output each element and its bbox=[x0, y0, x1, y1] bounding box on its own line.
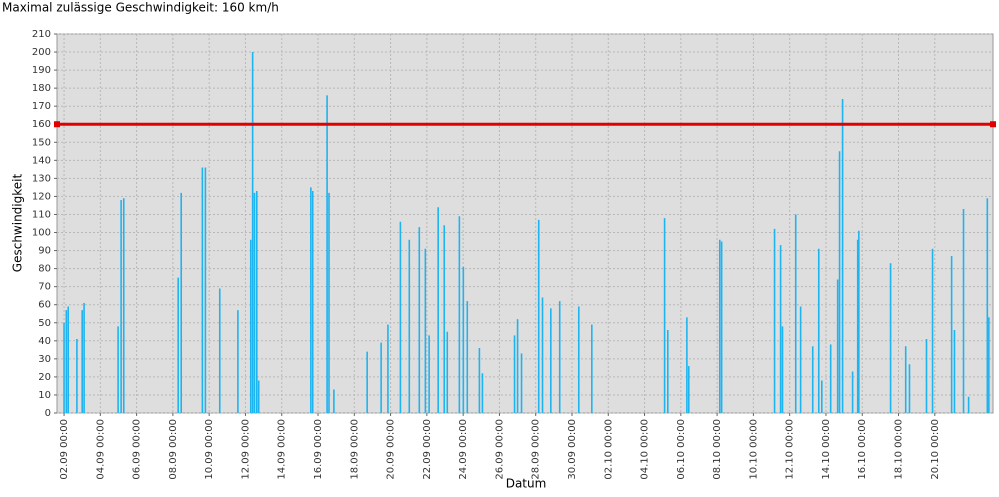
y-tick-label: 170 bbox=[32, 101, 51, 112]
y-tick-label: 160 bbox=[32, 119, 51, 130]
y-tick-label: 50 bbox=[38, 318, 51, 329]
y-tick-label: 20 bbox=[38, 372, 51, 383]
y-tick-label: 190 bbox=[32, 65, 51, 76]
y-tick-label: 0 bbox=[45, 408, 51, 419]
y-tick-label: 60 bbox=[38, 300, 51, 311]
y-tick-label: 140 bbox=[32, 155, 51, 166]
x-tick-label: 10.10 00:00 bbox=[748, 419, 759, 480]
x-tick-label: 08.10 00:00 bbox=[712, 419, 723, 480]
x-tick-label: 12.09 00:00 bbox=[240, 419, 251, 480]
y-tick-label: 130 bbox=[32, 173, 51, 184]
y-tick-label: 30 bbox=[38, 354, 51, 365]
y-axis-label: Geschwindigkeit bbox=[11, 174, 25, 273]
x-tick-label: 24.09 00:00 bbox=[458, 419, 469, 480]
y-tick-label: 90 bbox=[38, 246, 51, 257]
x-axis-label: Datum bbox=[506, 477, 547, 491]
x-tick-label: 16.09 00:00 bbox=[313, 419, 324, 480]
x-tick-label: 14.10 00:00 bbox=[821, 419, 832, 480]
x-tick-label: 28.09 00:00 bbox=[531, 419, 542, 480]
y-tick-label: 210 bbox=[32, 29, 51, 40]
y-tick-label: 80 bbox=[38, 264, 51, 275]
x-tick-label: 06.09 00:00 bbox=[132, 419, 143, 480]
x-tick-label: 08.09 00:00 bbox=[168, 419, 179, 480]
y-tick-label: 100 bbox=[32, 228, 51, 239]
y-tick-label: 110 bbox=[32, 209, 51, 220]
x-tick-label: 20.09 00:00 bbox=[386, 419, 397, 480]
x-tick-label: 18.10 00:00 bbox=[894, 419, 905, 480]
speed-limit-marker bbox=[54, 121, 60, 128]
x-tick-label: 02.09 00:00 bbox=[59, 419, 70, 480]
x-tick-label: 14.09 00:00 bbox=[277, 419, 288, 480]
x-tick-label: 30.09 00:00 bbox=[567, 419, 578, 480]
y-tick-label: 10 bbox=[38, 390, 51, 401]
x-tick-label: 04.10 00:00 bbox=[640, 419, 651, 480]
x-tick-label: 22.09 00:00 bbox=[422, 419, 433, 480]
speed-limit-marker bbox=[990, 121, 996, 128]
y-tick-label: 70 bbox=[38, 282, 51, 293]
plot-area bbox=[56, 33, 994, 414]
y-tick-label: 180 bbox=[32, 83, 51, 94]
x-tick-label: 02.10 00:00 bbox=[603, 419, 614, 480]
x-tick-label: 06.10 00:00 bbox=[676, 419, 687, 480]
y-tick-label: 40 bbox=[38, 336, 51, 347]
x-tick-label: 04.09 00:00 bbox=[95, 419, 106, 480]
x-tick-label: 12.10 00:00 bbox=[785, 419, 796, 480]
x-tick-label: 10.09 00:00 bbox=[204, 419, 215, 480]
y-tick-label: 120 bbox=[32, 191, 51, 202]
y-tick-label: 200 bbox=[32, 47, 51, 58]
x-tick-label: 16.10 00:00 bbox=[857, 419, 868, 480]
x-tick-label: 20.10 00:00 bbox=[930, 419, 941, 480]
x-tick-label: 18.09 00:00 bbox=[349, 419, 360, 480]
x-tick-label: 26.09 00:00 bbox=[494, 419, 505, 480]
y-tick-label: 150 bbox=[32, 137, 51, 148]
chart-title: Maximal zulässige Geschwindigkeit: 160 k… bbox=[2, 1, 279, 15]
